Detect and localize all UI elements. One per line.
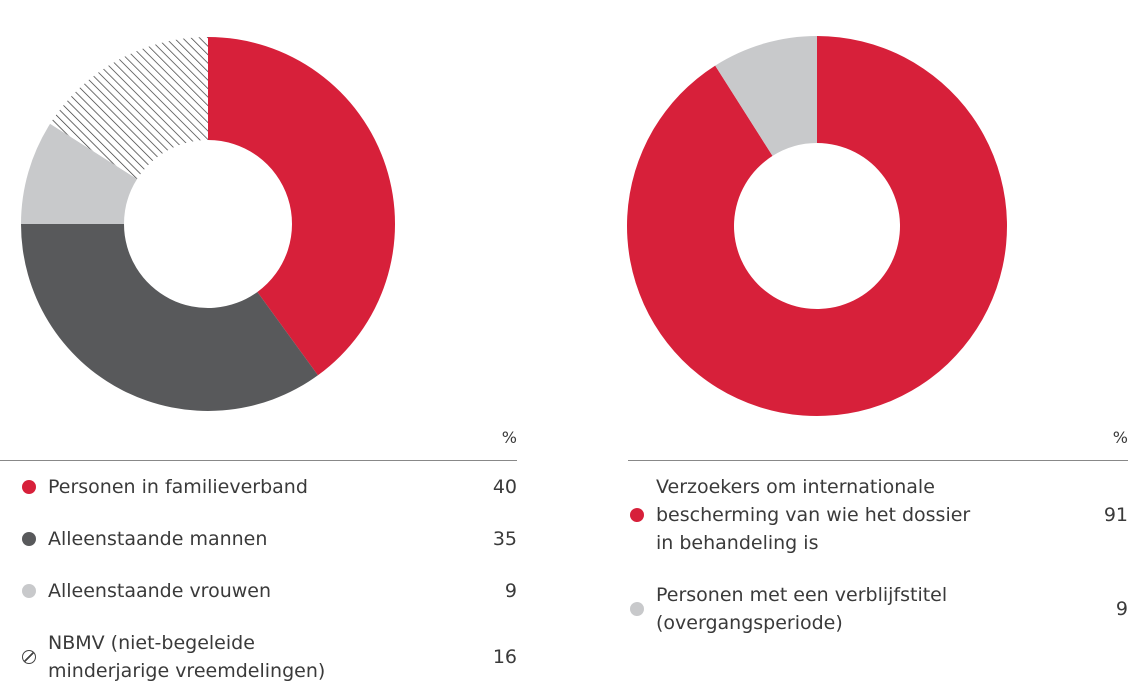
legend-value: 35 xyxy=(492,528,517,550)
legend-marker xyxy=(630,602,644,616)
legend-marker-cell xyxy=(0,650,48,664)
slice xyxy=(20,224,318,412)
legend-value: 16 xyxy=(492,646,517,668)
legend-value: 9 xyxy=(504,580,517,602)
legend-table: % Verzoekers om internationale beschermin… xyxy=(628,424,1128,649)
legend-label: NBMV (niet-begeleide minderjarige vreemd… xyxy=(48,632,326,682)
legend-row: Alleenstaande vrouwen 9 xyxy=(0,565,517,617)
unit-header: % xyxy=(0,424,517,461)
legend-value: 91 xyxy=(1103,504,1128,526)
legend-table: % Personen in familieverband 40 Alleenstaan… xyxy=(0,424,517,697)
legend-label: Personen met een verblijfstitel (overgan… xyxy=(656,584,948,634)
legend-row: Personen met een verblijfstitel (overgan… xyxy=(628,569,1128,649)
slice xyxy=(627,36,1008,416)
legend-marker xyxy=(22,480,36,494)
legend-row: Personen in familieverband 40 xyxy=(0,461,517,513)
legend-row: NBMV (niet-begeleide minderjarige vreemd… xyxy=(0,617,517,697)
legend-marker-cell xyxy=(0,480,48,494)
legend-marker-cell xyxy=(0,584,48,598)
legend-marker-cell xyxy=(628,508,656,522)
legend-label: Verzoekers om internationale bescherming… xyxy=(656,476,971,554)
legend-label: Alleenstaande mannen xyxy=(48,528,268,550)
slice xyxy=(208,37,396,376)
legend-marker xyxy=(630,508,644,522)
slice xyxy=(21,123,138,224)
legend-marker-cell xyxy=(0,532,48,546)
legend-row: Alleenstaande mannen 35 xyxy=(0,513,517,565)
legend-label: Personen in familieverband xyxy=(48,476,308,498)
legend-value: 9 xyxy=(1115,598,1128,620)
legend-label: Alleenstaande vrouwen xyxy=(48,580,272,602)
legend-marker xyxy=(22,650,36,664)
legend-marker-cell xyxy=(628,602,656,616)
slice xyxy=(50,37,208,179)
legend-row: Verzoekers om internationale bescherming… xyxy=(628,461,1128,569)
legend-marker xyxy=(22,532,36,546)
unit-header: % xyxy=(628,424,1128,461)
legend-marker xyxy=(22,584,36,598)
slice xyxy=(715,36,817,156)
legend-value: 40 xyxy=(492,476,517,498)
